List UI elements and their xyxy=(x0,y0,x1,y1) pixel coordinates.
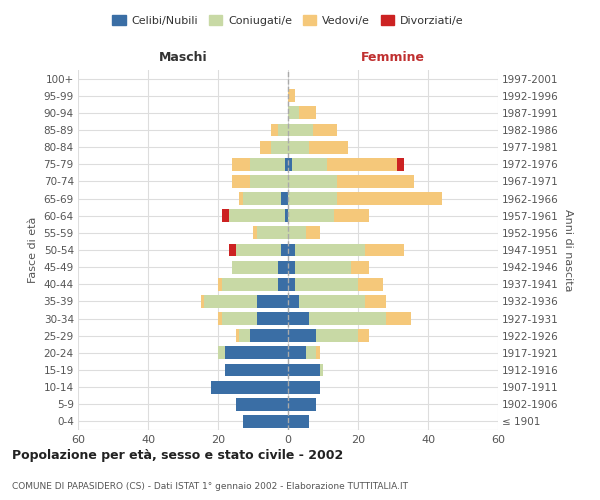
Bar xyxy=(271,124,277,136)
Bar xyxy=(257,312,288,325)
Bar xyxy=(334,210,368,222)
Bar xyxy=(299,106,316,120)
Bar xyxy=(250,158,284,170)
Text: Popolazione per età, sesso e stato civile - 2002: Popolazione per età, sesso e stato civil… xyxy=(12,450,343,462)
Bar xyxy=(288,158,292,170)
Bar xyxy=(288,380,320,394)
Bar xyxy=(358,330,368,342)
Bar xyxy=(365,244,404,256)
Bar xyxy=(284,158,288,170)
Bar xyxy=(288,364,320,376)
Bar xyxy=(295,244,365,256)
Bar xyxy=(288,226,305,239)
Bar xyxy=(221,278,277,290)
Bar xyxy=(305,226,320,239)
Bar xyxy=(221,210,229,222)
Bar xyxy=(250,330,288,342)
Text: Femmine: Femmine xyxy=(361,51,425,64)
Bar xyxy=(232,158,250,170)
Bar xyxy=(326,158,397,170)
Bar xyxy=(295,278,358,290)
Bar xyxy=(288,124,313,136)
Bar xyxy=(288,330,316,342)
Bar xyxy=(229,244,235,256)
Bar xyxy=(239,192,242,205)
Bar xyxy=(295,260,351,274)
Bar xyxy=(242,415,288,428)
Bar xyxy=(218,312,221,325)
Bar xyxy=(211,380,288,394)
Bar xyxy=(204,295,257,308)
Bar xyxy=(288,140,309,153)
Bar xyxy=(232,260,277,274)
Bar xyxy=(299,295,365,308)
Bar xyxy=(288,278,295,290)
Bar xyxy=(218,278,221,290)
Bar xyxy=(358,278,383,290)
Bar xyxy=(257,295,288,308)
Bar xyxy=(365,295,386,308)
Bar xyxy=(281,244,288,256)
Bar xyxy=(200,295,204,308)
Bar xyxy=(288,295,299,308)
Bar xyxy=(288,346,305,360)
Bar xyxy=(284,210,288,222)
Bar xyxy=(277,260,288,274)
Bar xyxy=(313,124,337,136)
Bar xyxy=(288,175,337,188)
Bar xyxy=(288,312,309,325)
Bar xyxy=(232,175,250,188)
Y-axis label: Anni di nascita: Anni di nascita xyxy=(563,209,573,291)
Bar xyxy=(235,244,281,256)
Bar xyxy=(242,192,281,205)
Bar xyxy=(288,210,334,222)
Bar xyxy=(309,140,347,153)
Bar xyxy=(253,226,257,239)
Text: COMUNE DI PAPASIDERO (CS) - Dati ISTAT 1° gennaio 2002 - Elaborazione TUTTITALIA: COMUNE DI PAPASIDERO (CS) - Dati ISTAT 1… xyxy=(12,482,408,491)
Y-axis label: Fasce di età: Fasce di età xyxy=(28,217,38,283)
Bar xyxy=(351,260,368,274)
Bar xyxy=(260,140,271,153)
Bar xyxy=(257,226,288,239)
Bar xyxy=(271,140,288,153)
Bar xyxy=(277,124,288,136)
Bar xyxy=(239,330,250,342)
Bar xyxy=(288,244,295,256)
Bar xyxy=(309,312,386,325)
Bar xyxy=(288,106,299,120)
Bar xyxy=(305,346,316,360)
Bar xyxy=(221,312,257,325)
Bar xyxy=(235,398,288,410)
Bar xyxy=(250,175,288,188)
Bar xyxy=(316,330,358,342)
Bar xyxy=(397,158,404,170)
Bar xyxy=(225,346,288,360)
Bar xyxy=(292,158,326,170)
Legend: Celibi/Nubili, Coniugati/e, Vedovi/e, Divorziati/e: Celibi/Nubili, Coniugati/e, Vedovi/e, Di… xyxy=(108,10,468,30)
Bar xyxy=(320,364,323,376)
Bar xyxy=(386,312,410,325)
Bar xyxy=(288,415,309,428)
Text: Maschi: Maschi xyxy=(158,51,208,64)
Bar xyxy=(229,210,284,222)
Bar xyxy=(288,398,316,410)
Bar xyxy=(281,192,288,205)
Bar xyxy=(218,346,225,360)
Bar xyxy=(337,192,442,205)
Bar xyxy=(225,364,288,376)
Bar xyxy=(337,175,414,188)
Bar xyxy=(316,346,320,360)
Bar xyxy=(288,90,295,102)
Bar xyxy=(288,192,337,205)
Bar xyxy=(288,260,295,274)
Bar xyxy=(277,278,288,290)
Bar xyxy=(235,330,239,342)
